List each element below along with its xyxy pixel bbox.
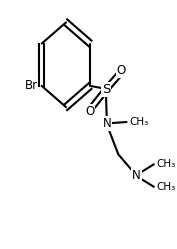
Text: CH₃: CH₃ [156,159,176,169]
Text: N: N [132,169,141,182]
Text: O: O [85,105,94,118]
Text: S: S [102,83,110,96]
Text: CH₃: CH₃ [129,117,148,127]
Text: N: N [102,117,111,130]
Text: O: O [117,64,126,77]
Text: Br: Br [24,79,38,92]
Text: CH₃: CH₃ [156,182,176,192]
